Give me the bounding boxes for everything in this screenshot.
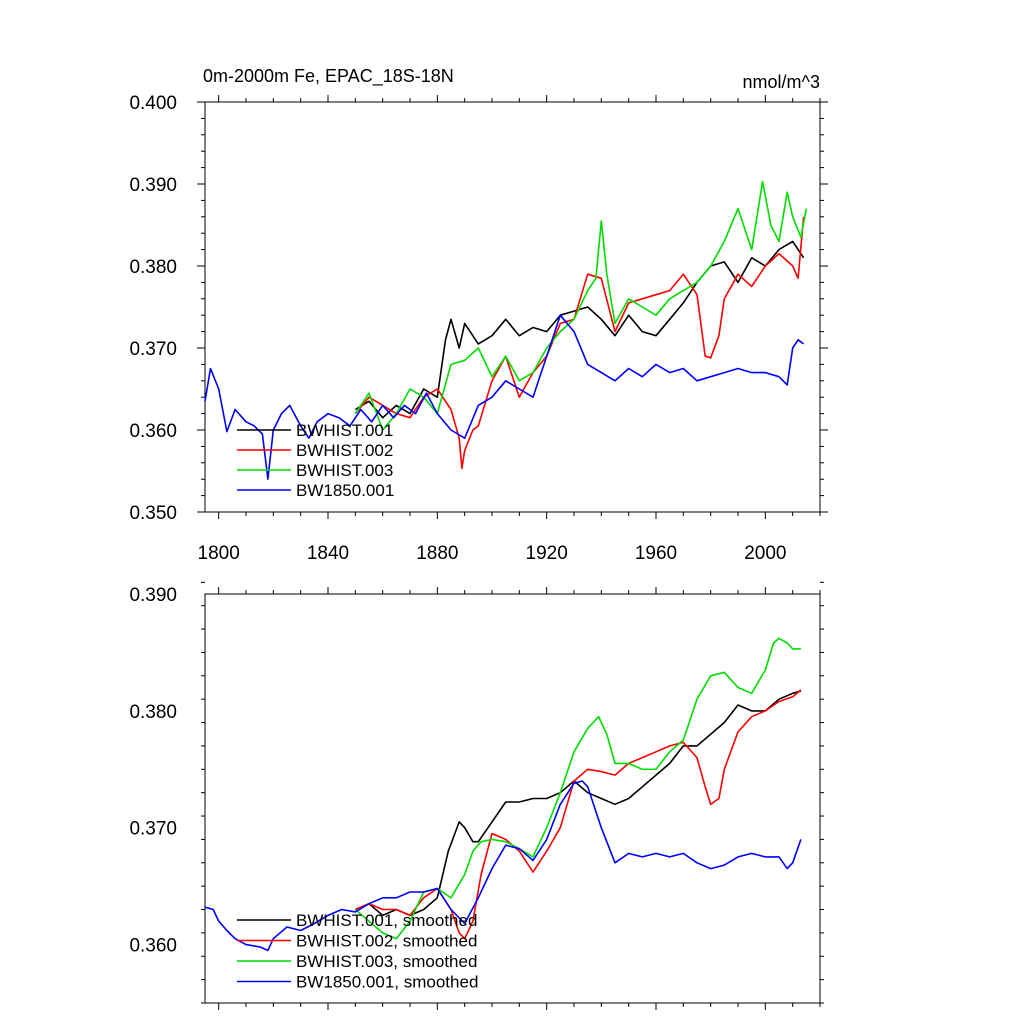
top-x-tick-label: 1880 [416, 543, 458, 564]
top-plot-frame [204, 101, 821, 513]
bottom-series-line-2 [354, 689, 802, 940]
top-y-tick-label: 0.350 [129, 503, 177, 524]
top-series-line-2 [354, 216, 805, 470]
bottom-series-line-4 [204, 780, 802, 952]
top-series-line-4 [204, 314, 805, 480]
top-legend-label-4: BW1850.001 [296, 481, 394, 500]
bottom-series-line-3 [354, 637, 801, 940]
bottom-plot-frame [204, 593, 821, 1004]
bottom-series-line-1 [354, 690, 802, 917]
bottom-panel: 0.360 0.370 0.380 0.390 BWHIST.001, smoothed… [129, 581, 824, 1010]
top-panel: 1800 1840 1880 1920 1960 2000 0.350 0.360 0.370 0… [129, 66, 828, 564]
bottom-legend-label-1: BWHIST.001, smoothed [296, 911, 477, 930]
top-y-tick-label: 0.380 [129, 257, 177, 278]
top-legend-label-1: BWHIST.001 [296, 421, 393, 440]
top-x-tick-label: 1840 [307, 543, 349, 564]
bottom-y-tick-label: 0.360 [129, 936, 177, 957]
top-legend-label-3: BWHIST.003 [296, 461, 393, 480]
chart-title: 0m-2000m Fe, EPAC_18S-18N [203, 66, 454, 87]
units-label: nmol/m^3 [743, 72, 820, 92]
bottom-y-tick-label: 0.370 [129, 819, 177, 840]
bottom-y-tick-label: 0.390 [129, 585, 177, 606]
top-y-tick-label: 0.400 [129, 93, 177, 114]
top-x-tick-label: 1800 [198, 543, 240, 564]
top-x-tick-label: 1920 [526, 543, 568, 564]
top-y-tick-label: 0.370 [129, 339, 177, 360]
top-y-tick-label: 0.390 [129, 175, 177, 196]
top-x-tick-label: 1960 [635, 543, 677, 564]
top-legend-label-2: BWHIST.002 [296, 441, 393, 460]
bottom-legend-label-2: BWHIST.002, smoothed [296, 932, 477, 951]
top-y-tick-label: 0.360 [129, 421, 177, 442]
bottom-y-tick-label: 0.380 [129, 702, 177, 723]
top-series-line-3 [354, 180, 808, 431]
bottom-legend-label-3: BWHIST.003, smoothed [296, 952, 477, 971]
top-series-line-1 [354, 240, 805, 419]
top-x-tick-label: 2000 [744, 543, 786, 564]
bottom-legend-label-4: BW1850.001, smoothed [296, 973, 478, 992]
